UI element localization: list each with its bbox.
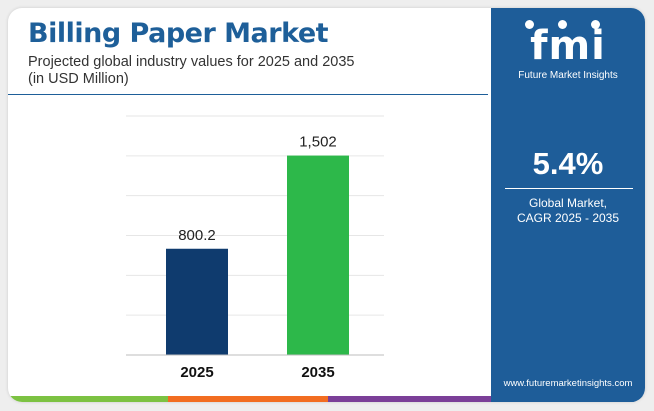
logo-dots — [525, 16, 624, 34]
logo-dot-icon — [558, 20, 567, 29]
value-label-2025: 800.2 — [178, 227, 216, 244]
fmi-logo: fmi — [530, 23, 606, 69]
bar-chart: 800.2 2025 1,502 2035 — [126, 115, 384, 381]
logo-caption: Future Market Insights — [518, 70, 618, 81]
website-link[interactable]: www.futuremarketinsights.com — [503, 378, 633, 389]
cagr-divider — [505, 188, 633, 189]
category-label-2035: 2035 — [301, 364, 334, 381]
stripe-purple — [328, 396, 491, 402]
category-label-2025: 2025 — [180, 364, 213, 381]
side-panel: fmi Future Market Insights 5.4% Global M… — [491, 8, 645, 402]
page-title: Billing Paper Market — [28, 18, 329, 49]
cagr-label-line-2: CAGR 2025 - 2035 — [516, 211, 620, 225]
subtitle: Projected global industry values for 202… — [28, 54, 354, 88]
stripe-blue — [491, 396, 645, 402]
stripe-orange — [168, 396, 328, 402]
logo-dot-icon — [525, 20, 534, 29]
logo-dot-icon — [591, 20, 600, 29]
value-label-2035: 1,502 — [299, 134, 337, 151]
cagr-value: 5.4% — [532, 146, 604, 181]
subtitle-line-2: (in USD Million) — [28, 71, 129, 87]
infographic-card: Billing Paper Market Projected global in… — [8, 8, 645, 402]
subtitle-line-1: Projected global industry values for 202… — [28, 54, 355, 70]
cagr-label-line-1: Global Market, — [528, 196, 608, 210]
bar-2025 — [166, 248, 228, 355]
bar-2035 — [287, 155, 349, 355]
stripe-green — [8, 396, 168, 402]
cagr-label: Global Market, CAGR 2025 - 2035 — [491, 196, 645, 226]
chart-bars: 800.2 2025 1,502 2035 — [166, 134, 349, 381]
header-divider — [8, 94, 488, 95]
